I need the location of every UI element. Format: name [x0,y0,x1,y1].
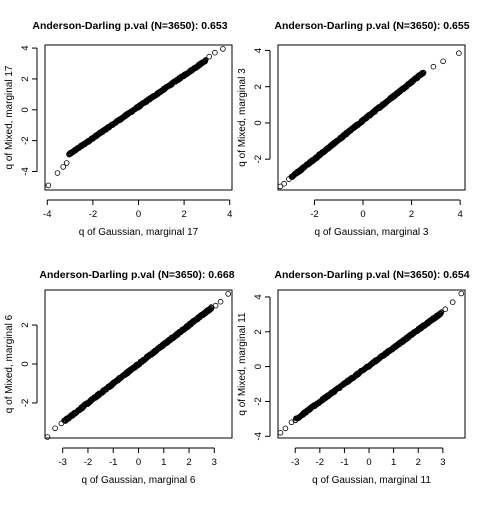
y-axis-label: q of Mixed, marginal 17 [4,65,15,169]
qq-outlier-point [440,58,446,65]
y-axis-label: q of Mixed, marginal 6 [4,314,15,413]
plot-box [277,289,466,439]
qq-outlier-point [282,425,289,432]
qq-panel-marginal-11: Anderson-Darling p.val (N=3650): 0.654 q… [237,269,470,486]
qq-panel-marginal-17: Anderson-Darling p.val (N=3650): 0.653 q… [4,20,233,238]
qq-point [438,309,445,315]
qq-outlier-point [430,63,437,70]
panel-title: Anderson-Darling p.val (N=3650): 0.668 [39,269,234,281]
x-tick-label: 0 [360,209,365,220]
x-tick-label: -4 [43,209,51,220]
x-tick-label: -2 [310,209,318,220]
qq-panel-marginal-6: Anderson-Darling p.val (N=3650): 0.668 q… [4,269,235,486]
y-tick-label: -4 [253,432,264,440]
panel-title: Anderson-Darling p.val (N=3650): 0.653 [32,20,227,32]
qq-point [203,57,209,63]
x-tick-label: -1 [109,457,117,468]
y-tick-label: 2 [20,76,31,81]
y-tick-label: -2 [20,136,31,144]
x-tick-label: 0 [136,209,141,220]
x-tick-label: 2 [186,457,191,468]
qq-outlier-point [281,180,287,187]
x-axis-label: q of Gaussian, marginal 11 [312,475,431,486]
x-tick-label: 0 [136,457,141,468]
qq-outlier-point [63,160,70,166]
y-tick-label: 0 [20,361,31,366]
qq-outlier-point [449,299,456,306]
qq-outlier-point [58,420,65,427]
x-tick-label: -2 [84,457,92,468]
qq-points [44,291,232,440]
qq-outlier-point [60,164,66,170]
x-axis-label: q of Gaussian, marginal 6 [82,475,196,486]
qq-outlier-point [212,302,219,309]
qq-outlier-point [225,291,232,297]
plot-box [277,44,466,191]
y-axis-label: q of Mixed, marginal 3 [237,68,248,167]
qq-outlier-point [44,434,51,440]
qq-outlier-point [206,53,213,60]
y-tick-label: -2 [253,397,264,405]
qq-outlier-point [286,176,292,182]
qq-outlier-point [217,298,224,305]
qq-point [421,69,427,76]
x-tick-label: 4 [227,209,232,220]
qq-outlier-point [277,429,284,436]
x-tick-label: -3 [58,457,66,468]
x-tick-label: 0 [366,457,371,468]
y-tick-label: 2 [20,322,31,327]
y-tick-label: 0 [253,120,264,125]
x-tick-label: 2 [416,457,421,468]
qq-outlier-point [442,306,449,313]
qq-outlier-point [288,419,295,426]
y-tick-label: 2 [253,329,264,334]
x-tick-label: 4 [457,209,462,220]
qq-panel-marginal-3: Anderson-Darling p.val (N=3650): 0.655 q… [237,20,470,238]
x-tick-label: 3 [212,457,217,468]
x-tick-label: -1 [340,457,348,468]
x-tick-label: -2 [89,209,97,220]
qq-points [277,290,465,436]
y-tick-label: -4 [20,167,31,175]
qq-outlier-point [220,46,226,52]
x-tick-label: 2 [181,209,186,220]
plot-box [44,289,233,439]
panel-title: Anderson-Darling p.val (N=3650): 0.655 [274,20,469,32]
qq-outlier-point [458,290,465,297]
x-axis-label: q of Gaussian, marginal 3 [315,227,429,238]
y-tick-label: 0 [20,107,31,112]
x-tick-label: -2 [316,457,324,468]
qq-outlier-point [212,49,218,56]
x-tick-label: -3 [291,457,299,468]
y-tick-label: -2 [20,399,31,407]
qq-outlier-point [52,425,58,432]
y-tick-label: 4 [253,294,264,299]
y-axis-label: q of Mixed, marginal 11 [237,312,248,416]
x-axis-label: q of Gaussian, marginal 17 [79,227,199,238]
qq-outlier-point [456,50,462,56]
x-tick-label: 1 [391,457,396,468]
qq-outlier-point [54,170,61,176]
panel-title: Anderson-Darling p.val (N=3650): 0.654 [274,269,469,281]
x-tick-label: 3 [440,457,445,468]
plot-box [44,44,233,191]
y-tick-label: -2 [253,155,264,163]
y-tick-label: 4 [20,45,31,50]
y-tick-label: 2 [253,84,264,89]
qq-outlier-point [277,183,284,190]
qq-points [277,50,462,190]
x-tick-label: 2 [409,209,414,220]
x-tick-label: 1 [161,457,166,468]
y-tick-label: 0 [253,364,264,369]
qq-outlier-point [45,182,52,189]
y-tick-label: 4 [253,48,264,53]
qq-points [45,46,226,189]
